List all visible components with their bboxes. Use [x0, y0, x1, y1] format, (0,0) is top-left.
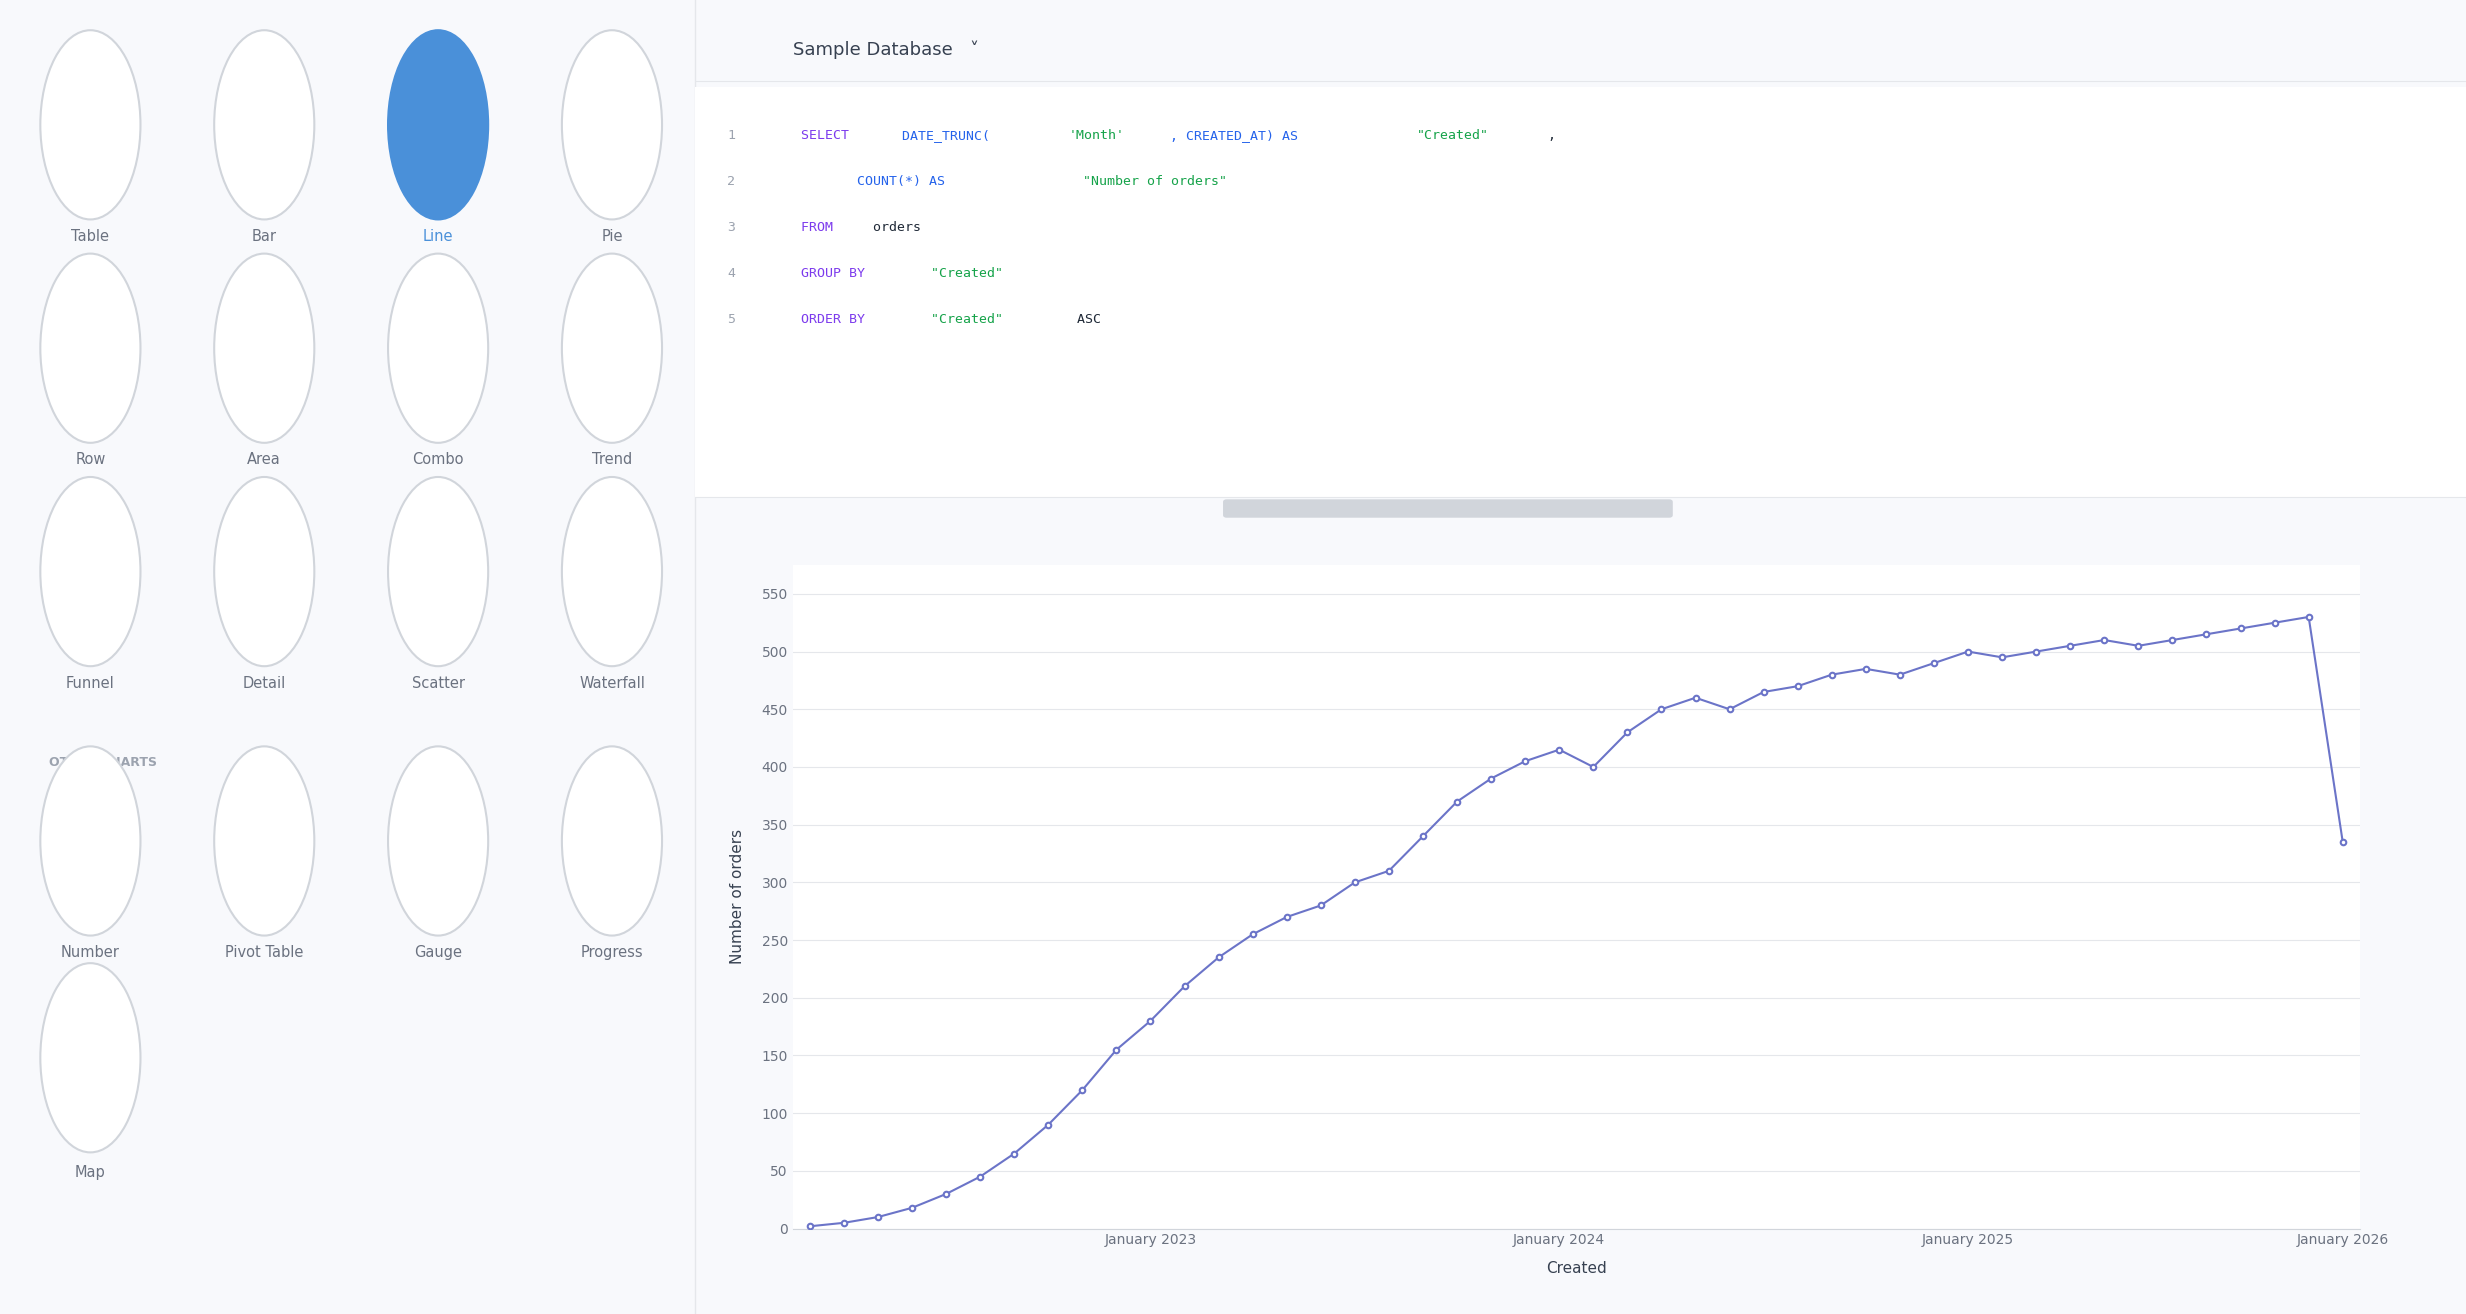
- Text: Combo: Combo: [412, 452, 464, 468]
- Text: Bar: Bar: [252, 229, 276, 244]
- Text: SELECT: SELECT: [792, 129, 848, 142]
- Text: Progress: Progress: [580, 945, 644, 961]
- Circle shape: [562, 477, 661, 666]
- Circle shape: [215, 254, 313, 443]
- Text: Sample Database   ˅: Sample Database ˅: [792, 41, 979, 59]
- Text: "Created": "Created": [922, 267, 1004, 280]
- Circle shape: [215, 477, 313, 666]
- Text: 1: 1: [727, 129, 735, 142]
- Text: Map: Map: [74, 1164, 106, 1180]
- Text: ,: ,: [1549, 129, 1556, 142]
- Circle shape: [562, 254, 661, 443]
- Text: Gauge: Gauge: [414, 945, 461, 961]
- Circle shape: [39, 254, 141, 443]
- Text: Pie: Pie: [602, 229, 624, 244]
- FancyBboxPatch shape: [695, 87, 2466, 497]
- Text: orders: orders: [866, 221, 922, 234]
- Text: Table: Table: [72, 229, 109, 244]
- Circle shape: [387, 254, 488, 443]
- Text: Area: Area: [247, 452, 281, 468]
- Text: Row: Row: [76, 452, 106, 468]
- Text: Trend: Trend: [592, 452, 631, 468]
- Circle shape: [39, 746, 141, 936]
- Circle shape: [387, 477, 488, 666]
- Circle shape: [215, 30, 313, 219]
- Text: ORDER BY: ORDER BY: [792, 313, 866, 326]
- X-axis label: Created: Created: [1546, 1261, 1608, 1276]
- Text: Waterfall: Waterfall: [580, 675, 646, 691]
- Text: FROM: FROM: [792, 221, 834, 234]
- Circle shape: [39, 963, 141, 1152]
- Y-axis label: Number of orders: Number of orders: [730, 829, 745, 964]
- Text: Detail: Detail: [242, 675, 286, 691]
- Text: , CREATED_AT) AS: , CREATED_AT) AS: [1171, 129, 1307, 142]
- Circle shape: [387, 30, 488, 219]
- Text: "Created": "Created": [1418, 129, 1489, 142]
- Text: Funnel: Funnel: [67, 675, 116, 691]
- Text: 'Month': 'Month': [1068, 129, 1124, 142]
- Circle shape: [387, 746, 488, 936]
- Text: 4: 4: [727, 267, 735, 280]
- Text: DATE_TRUNC(: DATE_TRUNC(: [895, 129, 991, 142]
- Text: Line: Line: [422, 229, 454, 244]
- Circle shape: [39, 30, 141, 219]
- Text: ASC: ASC: [1068, 313, 1100, 326]
- Circle shape: [562, 746, 661, 936]
- Text: Number: Number: [62, 945, 121, 961]
- Text: 2: 2: [727, 175, 735, 188]
- Circle shape: [562, 30, 661, 219]
- Circle shape: [215, 746, 313, 936]
- Text: OTHER CHARTS: OTHER CHARTS: [49, 756, 158, 769]
- Text: COUNT(*) AS: COUNT(*) AS: [792, 175, 952, 188]
- Text: Scatter: Scatter: [412, 675, 464, 691]
- Text: "Created": "Created": [922, 313, 1004, 326]
- Text: "Number of orders": "Number of orders": [1083, 175, 1228, 188]
- Text: GROUP BY: GROUP BY: [792, 267, 866, 280]
- Text: Pivot Table: Pivot Table: [224, 945, 303, 961]
- FancyBboxPatch shape: [1223, 499, 1672, 518]
- Text: 3: 3: [727, 221, 735, 234]
- Text: 5: 5: [727, 313, 735, 326]
- Circle shape: [39, 477, 141, 666]
